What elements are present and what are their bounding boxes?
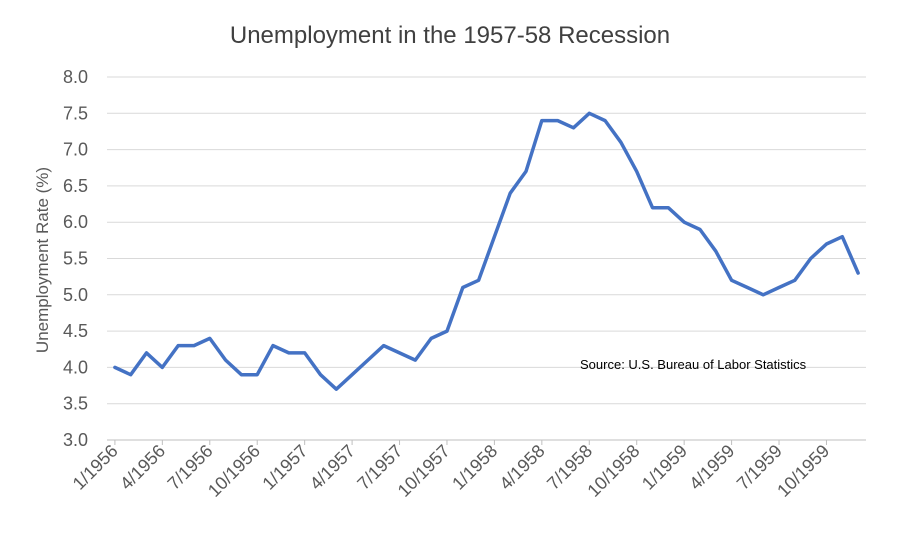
y-tick-label: 7.0 [63, 140, 88, 160]
x-tick-label: 1/1957 [258, 441, 311, 494]
y-tick-label: 6.0 [63, 212, 88, 232]
y-axis-ticks: 3.0 3.5 4.0 4.5 5.0 5.5 6.0 6.5 7.0 7.5 8.0 [63, 67, 88, 450]
x-tick-label: 4/1959 [685, 441, 738, 494]
x-tick-label: 10/1958 [583, 441, 643, 501]
y-tick-label: 3.0 [63, 430, 88, 450]
x-tick-label: 4/1957 [306, 441, 359, 494]
y-tick-label: 6.5 [63, 176, 88, 196]
x-tick-label: 1/1959 [638, 441, 691, 494]
y-tick-label: 4.0 [63, 357, 88, 377]
y-tick-label: 4.5 [63, 321, 88, 341]
y-tick-label: 5.0 [63, 285, 88, 305]
x-tick-label: 4/1956 [116, 441, 169, 494]
chart-title: Unemployment in the 1957-58 Recession [230, 22, 670, 49]
y-tick-label: 8.0 [63, 67, 88, 87]
series-group [113, 111, 860, 391]
source-annotation: Source: U.S. Bureau of Labor Statistics [580, 357, 807, 372]
y-tick-label: 5.5 [63, 249, 88, 269]
x-tick-label: 10/1956 [204, 441, 264, 501]
x-tick-label: 10/1957 [394, 441, 454, 501]
y-tick-label: 3.5 [63, 394, 88, 414]
x-tick-label: 10/1959 [773, 441, 833, 501]
x-tick-label: 4/1958 [496, 441, 549, 494]
x-tick-label: 1/1958 [448, 441, 501, 494]
x-axis-ticks: 1/19564/19567/195610/19561/19574/19577/1… [69, 440, 833, 501]
y-tick-label: 7.5 [63, 103, 88, 123]
series-line [113, 111, 860, 391]
y-axis-label: Unemployment Rate (%) [33, 167, 52, 353]
